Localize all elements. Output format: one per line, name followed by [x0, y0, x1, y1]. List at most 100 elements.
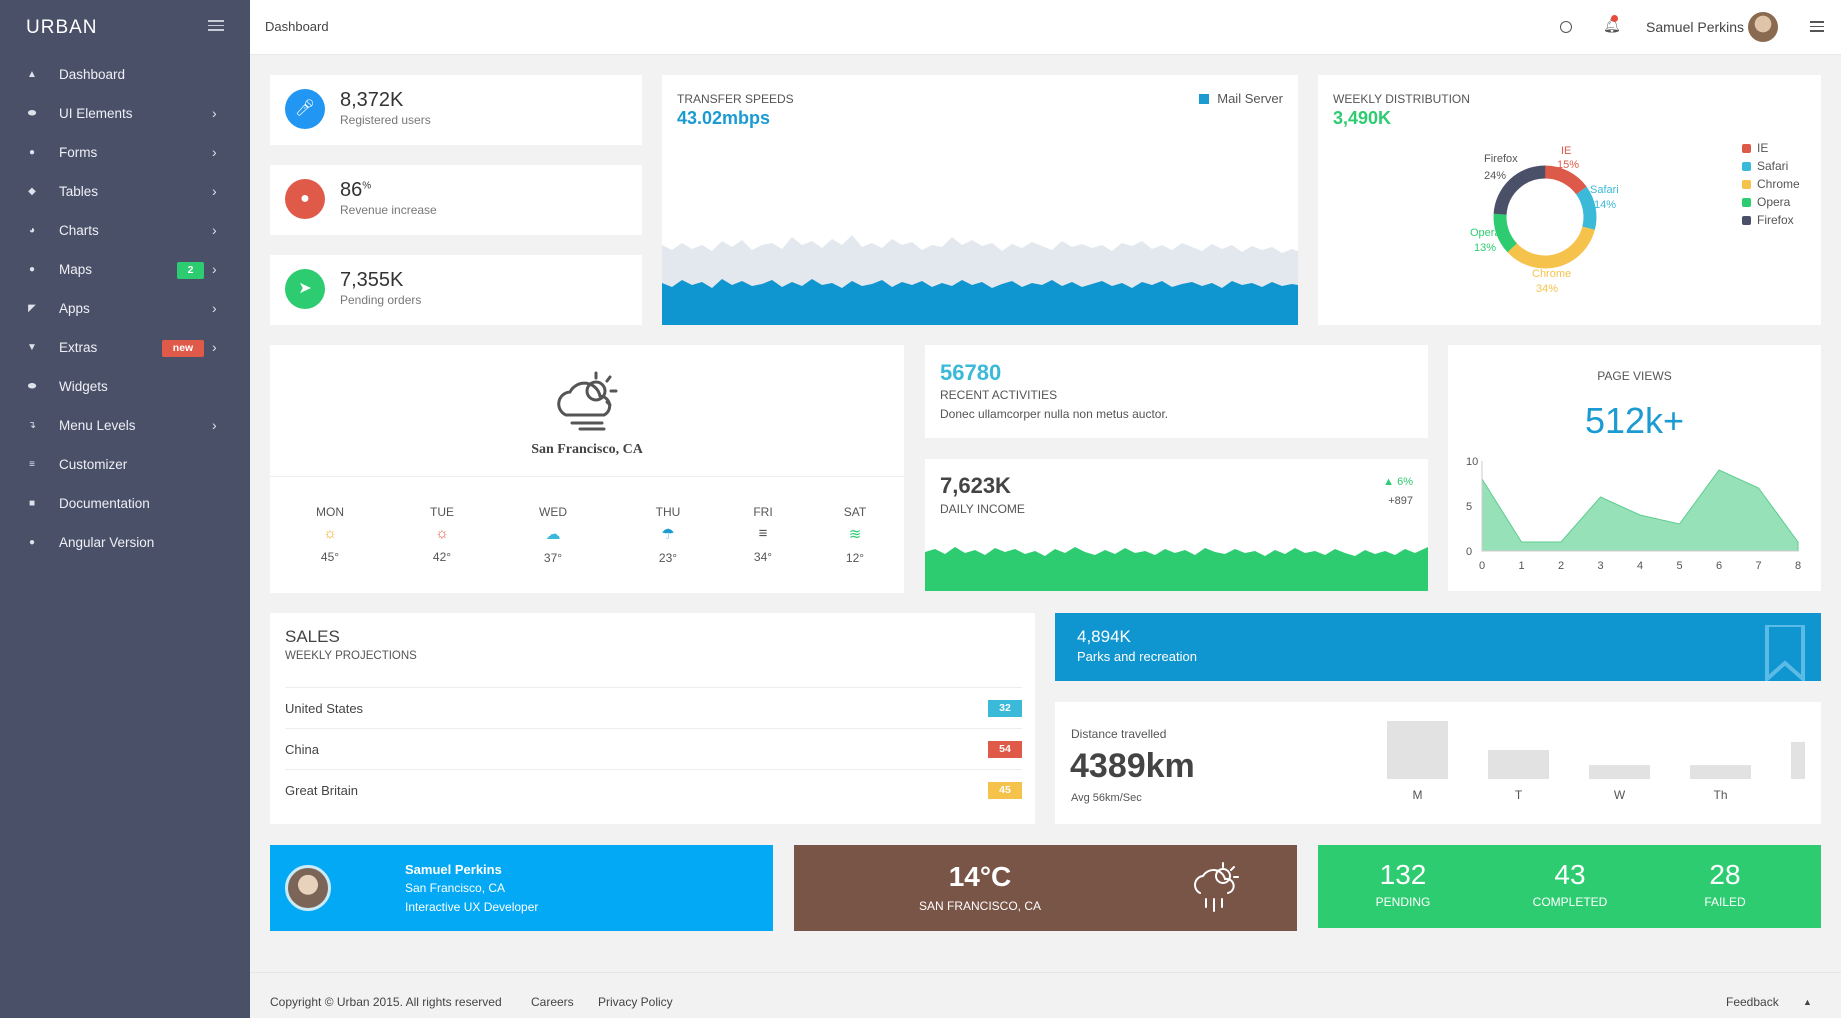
footer: Copyright © Urban 2015. All rights reser… — [250, 972, 1841, 1018]
weather-card: San Francisco, CA MON ☼ 45° TUE ☼ 42° WED ☁ 37… — [270, 345, 904, 593]
chevron-up-icon[interactable]: ▲ — [1803, 997, 1812, 1007]
chevron-right-icon: › — [212, 183, 217, 199]
distance-bar-label: W — [1614, 788, 1626, 802]
sun-rain-icon: ☼ — [435, 525, 449, 542]
sidebar-toggle-icon[interactable] — [208, 20, 224, 33]
donut-label-firefox: Firefox — [1484, 153, 1518, 165]
table-row[interactable]: Great Britain 45 — [285, 769, 1022, 810]
sidebar-item-documentation[interactable]: ■ Documentation — [0, 484, 250, 523]
card-title: WEEKLY DISTRIBUTION — [1333, 92, 1470, 106]
sidebar-item-angular-version[interactable]: ● Angular Version — [0, 523, 250, 562]
paper-plane-icon: ◤ — [28, 303, 36, 314]
tint-icon: ● — [28, 147, 36, 158]
breadcrumb[interactable]: Dashboard — [265, 19, 329, 34]
divider — [270, 476, 904, 477]
profile-role: Interactive UX Developer — [405, 900, 539, 914]
sales-badge: 54 — [988, 741, 1022, 758]
distance-bar — [1690, 765, 1751, 779]
task-stat: 132 PENDING — [1375, 859, 1431, 909]
table-row[interactable]: United States 32 — [285, 687, 1022, 728]
legend-swatch — [1199, 94, 1210, 104]
toggle-icon: ⬬ — [27, 108, 37, 119]
donut-label-safari: Safari — [1590, 184, 1619, 196]
x-tick-label: 7 — [1756, 560, 1762, 572]
table-row[interactable]: China 54 — [285, 728, 1022, 769]
donut-slice-opera — [1493, 165, 1597, 269]
parks-label: Parks and recreation — [1077, 649, 1197, 664]
sidebar-item-maps[interactable]: ● Maps 2 › — [0, 250, 250, 289]
wind-icon: ≋ — [848, 526, 862, 543]
footer-link-feedback[interactable]: Feedback — [1726, 995, 1779, 1009]
avatar[interactable] — [1748, 12, 1778, 42]
transfer-area-dark — [662, 279, 1298, 325]
transfer-chart — [662, 235, 1298, 325]
weather-tile: 14°C SAN FRANCISCO, CA — [794, 845, 1297, 931]
sales-card: SALES WEEKLY PROJECTIONS United States 32… — [270, 613, 1035, 824]
sidebar-item-extras[interactable]: ▼ Extras new › — [0, 328, 250, 367]
forecast-day: MON ☼ 45° — [300, 505, 360, 564]
donut-label-ie: IE — [1561, 145, 1571, 157]
brand-logo[interactable]: URBAN — [26, 17, 98, 38]
tasks-card: 132 PENDING 43 COMPLETED 28 FAILED — [1318, 845, 1821, 928]
chevron-right-icon: › — [212, 417, 217, 433]
stat-card-revenue: ● 86% Revenue increase — [270, 165, 642, 235]
search-icon[interactable] — [1560, 21, 1572, 33]
user-name[interactable]: Samuel Perkins — [1646, 19, 1745, 35]
income-value: 7,623K — [940, 473, 1011, 498]
income-area — [925, 547, 1428, 591]
page-views-area — [1481, 469, 1799, 552]
parks-card: 4,894K Parks and recreation — [1055, 613, 1821, 681]
distance-card: Distance travelled 4389km Avg 56km/Sec M… — [1055, 702, 1821, 824]
weather-city: San Francisco, CA — [531, 442, 643, 457]
sidebar-item-dashboard[interactable]: ▲ Dashboard — [0, 55, 250, 94]
donut-pct-safari: 14% — [1594, 199, 1616, 211]
sidebar-item-charts[interactable]: ◕ Charts › — [0, 211, 250, 250]
distribution-value: 3,490K — [1333, 108, 1392, 128]
paper-plane-icon: ➤ — [285, 269, 325, 309]
x-tick-label: 8 — [1795, 560, 1801, 572]
legend-item: IE — [1742, 139, 1800, 157]
profile-name: Samuel Perkins — [405, 862, 502, 877]
sidebar-item-tables[interactable]: ◆ Tables › — [0, 172, 250, 211]
stat-value: 8,372K — [340, 89, 404, 111]
bookmark-icon — [1765, 625, 1805, 681]
page-views-chart: 0 5 10 0 1 2 3 4 5 6 7 8 — [1466, 456, 1801, 572]
activities-text: Donec ullamcorper nulla non metus auctor… — [940, 407, 1169, 421]
daily-income-card: 7,623K DAILY INCOME ▲ 6% +897 — [925, 459, 1428, 591]
y-tick-label: 0 — [1466, 546, 1472, 558]
sidebar-item-menu-levels[interactable]: ↴ Menu Levels › — [0, 406, 250, 445]
menu-icon[interactable] — [1810, 21, 1824, 35]
cloud-sun-icon — [557, 371, 618, 431]
sales-badge: 45 — [988, 782, 1022, 799]
sidebar-item-ui-elements[interactable]: ⬬ UI Elements › — [0, 94, 250, 133]
distance-bar — [1791, 741, 1805, 779]
activities-value: 56780 — [940, 360, 1002, 385]
forecast-day: THU ☂ 23° — [638, 505, 698, 565]
distance-bar-label: M — [1413, 788, 1423, 802]
notification-dot — [1611, 15, 1618, 22]
stat-card-users: 🎤︎ 8,372K Registered users — [270, 75, 642, 145]
circle-icon: ● — [28, 537, 36, 548]
y-tick-label: 5 — [1466, 501, 1472, 513]
stat-card-orders: ➤ 7,355K Pending orders — [270, 255, 642, 325]
recent-activities-card: 56780 RECENT ACTIVITIES Donec ullamcorpe… — [925, 345, 1428, 438]
sales-badge: 32 — [988, 700, 1022, 717]
card-title: PAGE VIEWS — [1597, 369, 1672, 383]
sidebar-item-forms[interactable]: ● Forms › — [0, 133, 250, 172]
footer-link-privacy[interactable]: Privacy Policy — [598, 995, 673, 1009]
sidebar-nav: ▲ Dashboard ⬬ UI Elements › ● Forms › ◆ Tables… — [0, 55, 250, 562]
avatar[interactable] — [285, 865, 331, 911]
trophy-icon: ▼ — [27, 342, 37, 353]
sidebar-item-widgets[interactable]: ⬬ Widgets — [0, 367, 250, 406]
stat-value: 7,355K — [340, 269, 404, 291]
sidebar-item-apps[interactable]: ◤ Apps › — [0, 289, 250, 328]
donut-label-chrome: Chrome — [1532, 268, 1571, 280]
legend-item: Firefox — [1742, 211, 1800, 229]
sales-subtitle: WEEKLY PROJECTIONS — [285, 650, 417, 662]
forecast-day: TUE ☼ 42° — [412, 505, 472, 564]
sun-cloud-icon: ☼ — [323, 525, 337, 542]
footer-link-careers[interactable]: Careers — [531, 995, 574, 1009]
sidebar-item-customizer[interactable]: ≡ Customizer — [0, 445, 250, 484]
x-tick-label: 0 — [1479, 560, 1485, 572]
forecast-day: SAT ≋ 12° — [825, 505, 885, 565]
